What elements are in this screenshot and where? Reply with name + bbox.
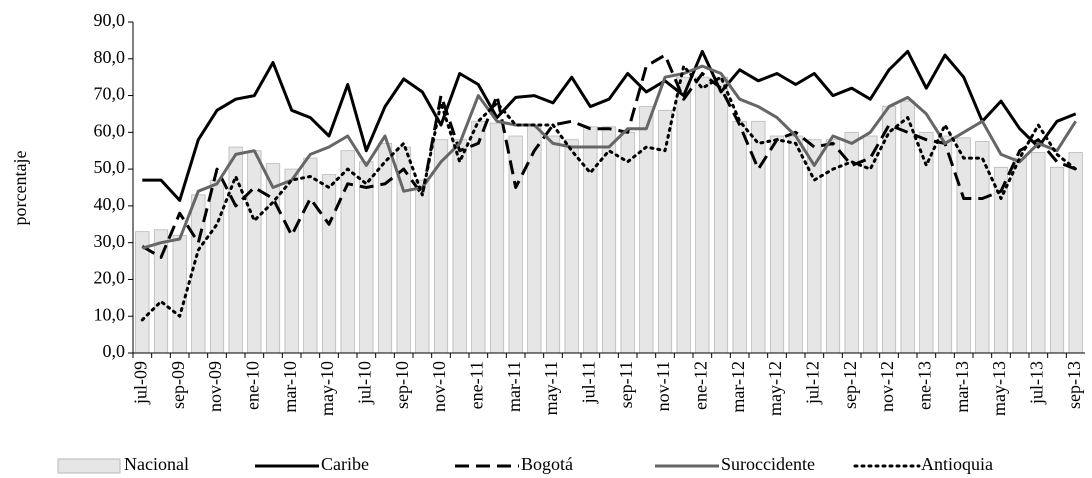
line-series — [140, 64, 1078, 322]
x-tick-label: jul-13 — [1026, 361, 1046, 405]
bar — [620, 131, 635, 354]
x-tick-label: jul-12 — [802, 361, 822, 405]
bar — [1068, 152, 1083, 354]
line-series — [141, 64, 1077, 250]
legend-label: Caribe — [321, 454, 369, 474]
bar — [788, 135, 803, 354]
legend-swatch — [57, 458, 121, 474]
x-tick-label: may-13 — [989, 361, 1009, 416]
legend-label: Nacional — [124, 454, 189, 474]
bar — [1049, 166, 1065, 354]
x-tick-label: jul-11 — [578, 361, 598, 404]
y-tick-label: 0,0 — [103, 341, 126, 361]
y-axis-label: porcentaje — [10, 151, 30, 226]
y-tick-label: 40,0 — [94, 194, 126, 214]
y-tick-label: 30,0 — [94, 231, 126, 251]
bar — [583, 126, 598, 354]
x-tick-label: nov-09 — [205, 361, 225, 412]
x-tick-label: mar-12 — [728, 361, 748, 413]
bar — [713, 76, 729, 354]
bar — [172, 234, 187, 354]
bar — [545, 135, 561, 354]
bar — [1031, 152, 1046, 354]
bar — [359, 161, 374, 354]
x-tick-label: nov-11 — [653, 361, 673, 411]
bar — [489, 122, 505, 354]
bar — [639, 106, 654, 354]
x-tick-label: may-12 — [765, 361, 785, 416]
bar — [956, 137, 971, 354]
y-tick-label: 80,0 — [94, 47, 126, 67]
line-series — [142, 49, 1077, 202]
bar — [601, 126, 617, 354]
x-tick-label: ene-11 — [466, 361, 486, 409]
bar — [900, 100, 915, 354]
x-tick-label: may-10 — [317, 361, 337, 416]
x-tick-label: ene-13 — [914, 361, 934, 410]
y-tick-label: 20,0 — [94, 268, 126, 288]
bar — [564, 139, 579, 354]
x-tick-label: jul-09 — [130, 361, 150, 405]
y-tick-label: 10,0 — [94, 304, 126, 324]
y-tick-label: 90,0 — [94, 10, 126, 30]
bar — [303, 157, 318, 354]
bar — [676, 76, 691, 354]
x-tick-label: ene-12 — [690, 361, 710, 410]
bar — [471, 120, 486, 354]
x-tick-label: sep-12 — [840, 361, 860, 409]
x-tick-label: may-11 — [541, 361, 561, 415]
x-tick-label: mar-13 — [952, 361, 972, 413]
y-tick-label: 60,0 — [94, 120, 126, 140]
y-tick-label: 50,0 — [94, 157, 126, 177]
bar — [1012, 157, 1027, 354]
legend-label: Suroccidente — [721, 454, 815, 474]
bar — [807, 139, 822, 354]
legend-label: Antioquia — [921, 454, 993, 474]
bar — [321, 174, 337, 354]
x-tick-label: sep-11 — [616, 361, 636, 408]
y-tick-label: 70,0 — [94, 84, 126, 104]
x-tick-label: mar-11 — [504, 361, 524, 412]
x-tick-label: mar-10 — [280, 361, 300, 413]
bar — [265, 163, 281, 354]
x-tick-label: jul-10 — [354, 361, 374, 405]
bar — [209, 179, 225, 354]
x-tick-label: nov-10 — [429, 361, 449, 412]
bar — [452, 139, 467, 354]
x-tick-label: ene-10 — [242, 361, 262, 410]
x-tick-label: sep-10 — [392, 361, 412, 409]
bar — [769, 135, 785, 354]
line-series — [141, 53, 1077, 259]
bar — [284, 168, 299, 354]
bar — [377, 142, 393, 354]
bar — [732, 120, 747, 354]
bar — [433, 139, 449, 354]
bar — [844, 131, 859, 354]
bar — [993, 166, 1009, 354]
x-tick-label: sep-09 — [168, 361, 188, 409]
legend-label: Bogotá — [521, 454, 573, 474]
bar — [695, 76, 710, 354]
bar — [975, 141, 990, 354]
bar — [657, 109, 673, 354]
bar — [247, 150, 262, 354]
x-tick-label: sep-13 — [1064, 361, 1084, 409]
bar — [340, 150, 355, 354]
bar — [527, 124, 542, 354]
bar — [937, 135, 953, 354]
bar — [415, 179, 430, 354]
x-tick-label: nov-12 — [877, 361, 897, 412]
